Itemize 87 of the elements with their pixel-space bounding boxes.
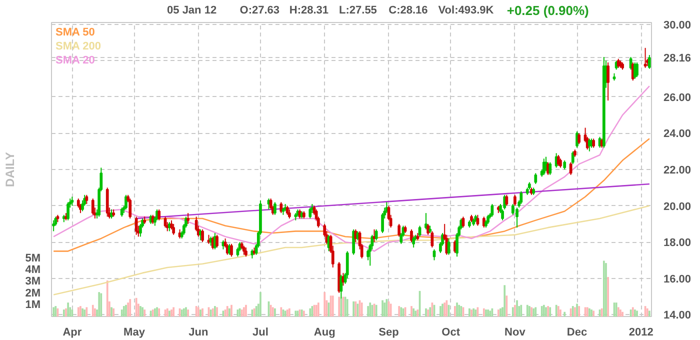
candlestick [374,228,378,241]
y-tick-label: 24.00 [664,128,692,140]
line-series [52,138,650,252]
candlestick [85,194,88,204]
y2-tick-label: 5M [25,252,40,264]
candlestick [462,216,465,228]
candlestick [410,228,413,243]
candlestick [569,162,572,176]
candlestick [418,225,422,238]
candlestick [286,205,289,216]
text: SMA 50 [56,26,95,38]
x-tick-label: May [124,326,146,338]
candlestick [134,216,138,236]
x-tick-label: Jul [252,326,268,338]
candlestick [571,150,574,165]
candlestick [280,202,283,214]
y2-tick-label: 2M [25,287,40,300]
y-tick-label: 20.00 [664,200,692,213]
candlestick [592,138,595,148]
candlestick [106,187,109,218]
x-tick-label: Apr [62,326,82,338]
candlestick [242,245,246,256]
candlestick [216,234,218,248]
line-series [52,85,650,252]
y-tick-label: 16.00 [664,273,692,286]
y-tick-label: 18.00 [664,237,692,250]
x-tick-label: Dec [566,326,588,338]
candlestick [158,208,161,221]
candlestick [124,194,128,210]
candlestick [412,236,415,248]
y2-tick-label: 3M [25,276,40,288]
candlestick [606,62,610,102]
candlestick [66,202,70,221]
line-series [52,205,650,296]
text: DAILY [3,152,18,187]
candlestick [486,214,490,224]
candlestick [636,62,638,78]
candlestick [201,228,204,243]
candlestick [52,220,55,232]
candlestick [120,207,124,218]
candlestick [548,162,552,176]
y-tick-label: 30.00 [664,20,692,32]
text: SMA 20 [56,54,95,66]
text: L:27.55 [339,4,377,16]
candlestick [274,202,276,216]
x-tick-label: Nov [504,326,526,338]
x-tick-label: Jun [188,326,208,338]
candlestick [563,160,566,170]
candlestick [511,203,514,216]
text: SMA 200 [56,40,101,52]
candlestick [447,238,450,256]
candlestick [398,223,401,238]
candlestick [648,54,651,70]
candlestick [352,228,355,256]
y-tick-label: 26.00 [664,92,692,104]
y-tick-label: 28.16 [664,52,692,65]
candlestick [516,207,518,228]
candlestick [128,198,132,219]
candlestick [288,208,291,219]
y-tick-label: 14.00 [664,310,692,322]
x-tick-label: 2012 [628,326,654,338]
text: C:28.16 [388,4,428,16]
text: Vol:493.9K [438,4,494,16]
candlestick [520,190,523,204]
y2-tick-label: 4M [25,264,40,276]
candlestick [559,158,562,168]
candlestick [186,212,190,224]
candlestick [578,132,581,145]
candlestick [534,172,538,185]
text: H:28.31 [289,4,329,16]
candlestick [164,216,167,228]
x-tick-label: Aug [314,326,336,338]
candlestick [91,198,94,216]
candlestick [230,243,233,258]
candlestick [172,223,175,236]
x-tick-label: Oct [442,326,460,338]
x-tick-label: Sep [378,326,400,338]
text: O:27.63 [240,4,280,16]
y-tick-label: 22.00 [664,164,692,176]
candlestick [505,194,508,206]
candlestick [514,194,516,206]
y2-tick-label: 1M [25,298,40,311]
candlestick [432,248,436,261]
candlestick [308,207,312,219]
text: 05 Jan 12 [167,4,217,16]
text: +0.25 (0.90%) [506,3,589,18]
candlestick [244,247,248,258]
